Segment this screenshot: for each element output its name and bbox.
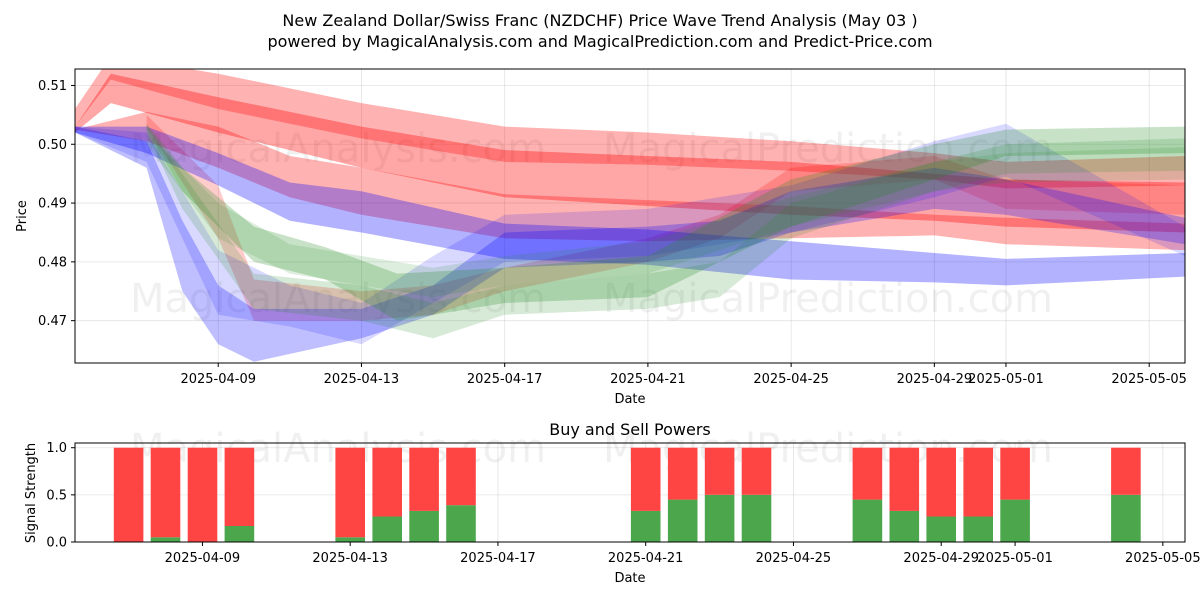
power-panel: Buy and Sell Powers MagicalAnalysis.com … (24, 420, 1200, 586)
sell-bar (741, 447, 772, 495)
power-x-ticks: 2025-04-09 2025-04-13 2025-04-17 2025-04-21… (165, 542, 1200, 566)
buy-bar (889, 510, 920, 542)
buy-bar (409, 510, 439, 542)
price-x-axis-label: Date (614, 392, 645, 407)
wave-band-green-7 (146, 123, 1185, 321)
power-chart-title: Buy and Sell Powers (549, 420, 711, 439)
sell-bar (852, 447, 883, 500)
buy-bar (741, 494, 772, 542)
buy-bar (1000, 499, 1030, 542)
chart-subtitle: powered by MagicalAnalysis.com and Magic… (267, 32, 932, 51)
wave-band-red-0 (75, 69, 1185, 189)
power-x-tick-label: 2025-05-05 (1125, 551, 1200, 566)
price-y-tick-label: 0.48 (38, 255, 67, 270)
buy-sell-bars (113, 447, 1141, 542)
wave-band-red-2 (75, 111, 1185, 251)
sell-bar (630, 447, 661, 511)
buy-bar (446, 505, 476, 542)
watermark-mid-right: MagicalPrediction.com (603, 276, 1053, 322)
buy-bar (335, 537, 365, 542)
price-y-tick-label: 0.47 (38, 314, 67, 329)
buy-bar (926, 516, 956, 542)
sell-bar (335, 447, 365, 538)
power-x-tick-label: 2025-04-21 (608, 551, 684, 566)
sell-bar (372, 447, 402, 517)
sell-bar (446, 447, 476, 506)
watermark-top-right: MagicalPrediction.com (603, 126, 1053, 172)
price-panel: MagicalAnalysis.com MagicalPrediction.co… (15, 68, 1187, 407)
power-y-tick-label: 1.0 (46, 441, 67, 456)
price-y-ticks: 0.47 0.48 0.49 0.50 0.51 (38, 79, 75, 329)
watermark-mid-left: MagicalAnalysis.com (130, 276, 546, 322)
wave-band-red-1 (75, 73, 1185, 233)
price-x-tick-label: 2025-04-13 (324, 372, 400, 387)
buy-bar (630, 510, 661, 542)
sell-bar (963, 447, 993, 517)
power-x-tick-label: 2025-04-13 (312, 551, 388, 566)
power-x-tick-label: 2025-04-17 (460, 551, 536, 566)
price-y-tick-label: 0.51 (38, 79, 67, 94)
price-y-tick-label: 0.49 (38, 197, 67, 212)
watermark-top-left: MagicalAnalysis.com (130, 126, 546, 172)
buy-bar (150, 537, 181, 542)
wave-band-blue-6 (75, 123, 1185, 345)
sell-bar (150, 447, 181, 538)
power-plot-area (75, 443, 1185, 542)
buy-bar (667, 499, 698, 542)
wave-band-green-9 (146, 132, 1185, 298)
price-x-tick-label: 2025-05-01 (968, 372, 1044, 387)
buy-bar (1111, 494, 1141, 542)
price-y-axis-label: Price (15, 200, 30, 232)
power-y-axis-label: Signal Strength (24, 443, 39, 543)
buy-bar (963, 516, 993, 542)
power-x-tick-label: 2025-05-01 (977, 551, 1053, 566)
sell-bar (1000, 447, 1030, 500)
price-x-tick-label: 2025-05-05 (1111, 372, 1187, 387)
sell-bar (409, 447, 439, 511)
chart-title: New Zealand Dollar/Swiss Franc (NZDCHF) … (282, 11, 917, 30)
price-gridlines (75, 69, 1185, 363)
sell-bar (667, 447, 698, 500)
price-y-tick-label: 0.50 (38, 138, 67, 153)
sell-bar (926, 447, 956, 517)
price-x-tick-label: 2025-04-25 (753, 372, 829, 387)
buy-bar (852, 499, 883, 542)
buy-bar (372, 516, 402, 542)
power-x-tick-label: 2025-04-09 (165, 551, 241, 566)
sell-bar (1111, 447, 1141, 495)
price-x-tick-label: 2025-04-21 (610, 372, 686, 387)
wave-band-blue-5 (75, 126, 1185, 362)
wave-band-blue-4 (75, 126, 1185, 286)
price-x-tick-label: 2025-04-09 (180, 372, 256, 387)
power-plot-frame (74, 442, 1186, 543)
sell-bar (889, 447, 920, 511)
buy-bar (704, 494, 735, 542)
wave-band-green-8 (146, 126, 1185, 339)
sell-bar (187, 447, 218, 542)
price-plot-frame (74, 68, 1186, 364)
power-x-axis-label: Date (614, 571, 645, 586)
price-x-ticks: 2025-04-09 2025-04-13 2025-04-17 2025-04-21… (180, 363, 1187, 387)
price-plot-area (75, 69, 1185, 363)
sell-bar (224, 447, 255, 526)
price-wave-bands (75, 69, 1185, 362)
power-y-ticks: 0.0 0.5 1.0 (46, 441, 75, 551)
price-x-tick-label: 2025-04-17 (467, 372, 543, 387)
wave-band-red-3 (146, 114, 1185, 321)
power-y-tick-label: 0.0 (46, 536, 67, 551)
power-x-tick-label: 2025-04-25 (756, 551, 832, 566)
price-x-tick-label: 2025-04-29 (897, 372, 973, 387)
sell-bar (704, 447, 735, 495)
buy-bar (224, 526, 255, 542)
sell-bar (113, 447, 144, 542)
power-x-tick-label: 2025-04-29 (903, 551, 979, 566)
power-y-tick-label: 0.5 (46, 488, 67, 503)
